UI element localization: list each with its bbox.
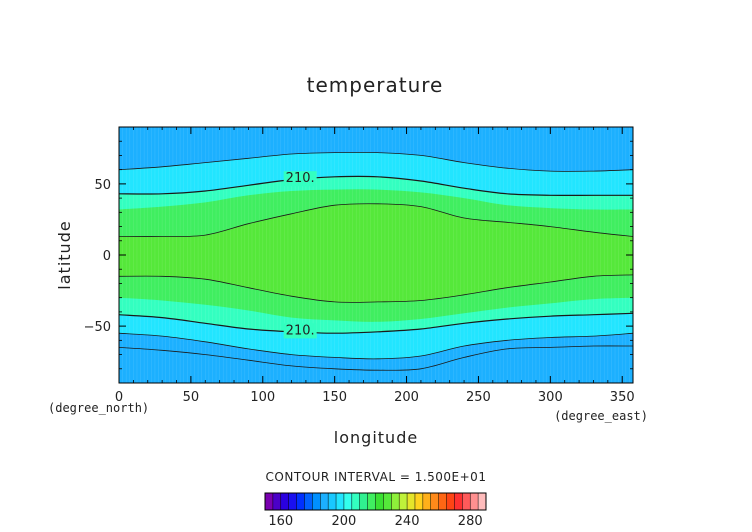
- x-tick-label: 50: [183, 390, 200, 405]
- contour-label: 210.: [286, 171, 315, 186]
- colorbar-ticks: 160 200 240 280: [268, 514, 482, 529]
- x-axis: 0 50 100 150 200 250 300 350: [115, 127, 635, 405]
- colorbar-swatch: [336, 493, 345, 510]
- contour-labels: 210. 210.: [283, 171, 317, 339]
- plot-area: [118, 127, 634, 383]
- colorbar-swatch: [272, 493, 282, 510]
- x-axis-label: longitude: [334, 428, 418, 447]
- colorbar-swatch: [304, 493, 313, 510]
- colorbar-swatch: [296, 493, 305, 510]
- contour-lines: [118, 151, 634, 371]
- contour-north-210: [118, 175, 633, 196]
- y-tick-label: 50: [94, 178, 111, 193]
- x-tick-label: 150: [322, 390, 347, 405]
- colorbar-swatch: [383, 493, 392, 510]
- colorbar-swatch: [407, 493, 416, 510]
- x-tick-label: 300: [538, 390, 563, 405]
- colorbar-swatch: [391, 493, 400, 510]
- colorbar-tick-label: 160: [268, 514, 293, 529]
- colorbar-swatch: [320, 493, 329, 510]
- colorbar-swatch: [430, 493, 439, 510]
- contour-south-180: [118, 345, 634, 371]
- colorbar-swatch: [359, 493, 368, 510]
- colorbar-swatch: [470, 493, 479, 510]
- colorbar-swatch: [462, 493, 471, 510]
- contour-south-195: [118, 332, 634, 360]
- colorbar-tick-label: 200: [332, 514, 357, 529]
- x-tick-label: 100: [250, 390, 275, 405]
- x-tick-label: 350: [610, 390, 635, 405]
- colorbar-frame: [264, 492, 487, 511]
- colorbar-swatch: [438, 493, 447, 510]
- colorbar-swatch: [446, 493, 455, 510]
- colorbar-swatch: [351, 493, 361, 510]
- colorbar-swatch: [343, 493, 353, 510]
- colorbar-swatch: [399, 493, 408, 510]
- band-240-255: [119, 203, 633, 303]
- y-tick-label: 0: [103, 249, 111, 264]
- colorbar-swatch: [280, 493, 289, 510]
- colorbar-tick-label: 240: [395, 514, 420, 529]
- colorbar-swatch: [312, 493, 321, 510]
- colorbar-swatch: [454, 493, 463, 510]
- x-unit-label: (degree_east): [554, 409, 648, 423]
- x-tick-label: 250: [466, 390, 491, 405]
- colorbar-swatch: [367, 493, 376, 510]
- x-tick-label: 0: [115, 390, 123, 405]
- colorbar-swatch: [328, 493, 337, 510]
- colorbar-swatch: [414, 493, 424, 510]
- contour-north-195: [118, 151, 634, 172]
- colorbar-swatch: [478, 493, 487, 510]
- contour-south-210: [118, 312, 634, 334]
- colorbar-swatch: [288, 493, 297, 510]
- colorbar-swatch: [265, 493, 274, 510]
- chart-title: temperature: [307, 73, 444, 97]
- colorbar: [264, 492, 487, 511]
- y-unit-label: (degree_north): [48, 401, 149, 415]
- y-axis-label: latitude: [55, 220, 74, 289]
- x-tick-label: 200: [394, 390, 419, 405]
- y-tick-label: −50: [84, 320, 111, 335]
- colorbar-swatch: [422, 493, 432, 510]
- contour-label: 210.: [286, 323, 315, 338]
- colorbar-swatch: [375, 493, 384, 510]
- colorbar-tick-label: 280: [458, 514, 483, 529]
- contour-interval-text: CONTOUR INTERVAL = 1.500E+01: [266, 470, 487, 484]
- contour-north-240: [118, 203, 634, 237]
- y-axis: −50 0 50: [84, 140, 633, 370]
- contour-south-240: [118, 274, 634, 303]
